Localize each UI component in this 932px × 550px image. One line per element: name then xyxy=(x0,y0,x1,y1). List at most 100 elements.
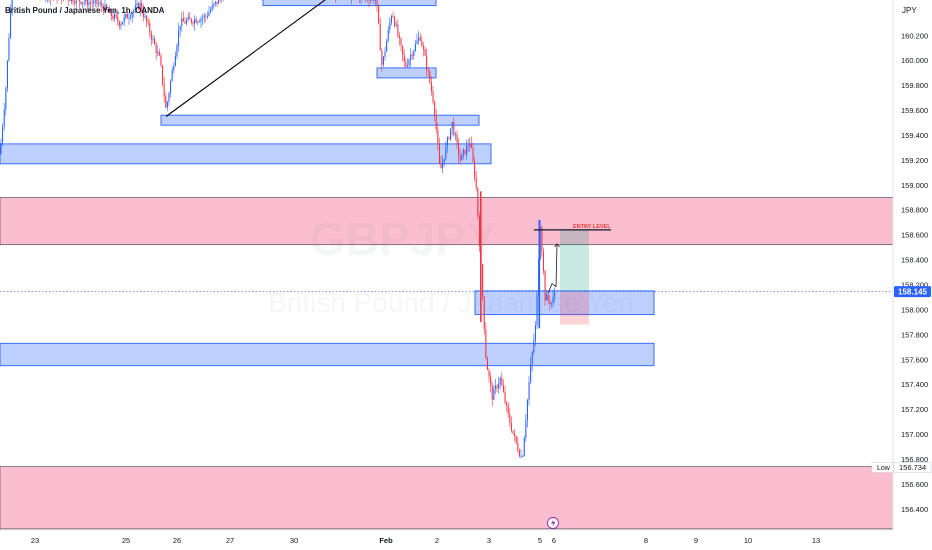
level-box[interactable] xyxy=(474,290,655,316)
candle-body xyxy=(416,40,418,44)
candle-body xyxy=(413,50,415,56)
candle-body xyxy=(520,456,522,458)
time-tick-label: 25 xyxy=(122,536,130,545)
candle-body xyxy=(163,84,165,97)
time-tick-label: 27 xyxy=(226,536,234,545)
supply-demand-zone[interactable] xyxy=(0,466,894,530)
candle-body xyxy=(178,30,180,46)
level-box[interactable] xyxy=(0,342,655,367)
candle-body xyxy=(213,3,215,6)
candle-body xyxy=(538,219,541,329)
candle-body xyxy=(507,405,509,414)
candle-body xyxy=(166,101,168,108)
candle-body xyxy=(174,56,176,66)
candle-body xyxy=(102,6,104,12)
candle-body xyxy=(408,59,410,66)
candle-body xyxy=(106,4,108,9)
price-tick-label: 157.400 xyxy=(901,380,928,389)
event-marker[interactable] xyxy=(547,517,559,529)
plot-area[interactable] xyxy=(0,0,893,530)
candle-body xyxy=(504,391,506,403)
price-tick-label: 159.200 xyxy=(901,156,928,165)
candle-body xyxy=(149,23,151,34)
candle-body xyxy=(523,437,525,457)
price-tick-label: 157.000 xyxy=(901,430,928,439)
candle-body xyxy=(530,364,532,383)
time-ticks: 23 25 26 27 30 Feb 2 3 5 6 8 9 10 13 xyxy=(31,536,820,545)
candle-body xyxy=(552,296,554,303)
candle-body xyxy=(171,70,173,81)
level-box[interactable] xyxy=(262,0,437,7)
loss-zone[interactable] xyxy=(560,291,589,325)
candle-body xyxy=(202,17,204,19)
candle-body xyxy=(445,146,447,159)
candle-body xyxy=(386,41,388,52)
candle-body xyxy=(374,0,376,1)
trend-line[interactable] xyxy=(165,0,336,117)
level-box[interactable] xyxy=(0,143,492,165)
candle-body xyxy=(114,14,116,19)
candle-body xyxy=(429,71,431,83)
level-box[interactable] xyxy=(160,114,480,126)
time-axis[interactable] xyxy=(0,530,893,550)
price-tick-label: 158.200 xyxy=(901,281,928,290)
candle-body xyxy=(117,16,119,22)
time-tick-label: 6 xyxy=(552,536,556,545)
price-ticks: 160.200 160.000 159.800 159.600 159.400 159.2… xyxy=(901,31,928,513)
candle-body xyxy=(379,23,381,51)
candle-body xyxy=(554,292,556,297)
candle-body xyxy=(483,296,485,330)
candle-body xyxy=(474,161,476,178)
candle-body xyxy=(518,450,520,457)
time-tick-label: 13 xyxy=(812,536,820,545)
candle-body xyxy=(387,29,389,41)
candle-body xyxy=(397,24,399,36)
candle-body xyxy=(440,163,442,169)
candle-body xyxy=(144,15,146,17)
level-box[interactable] xyxy=(376,67,437,79)
candle-body xyxy=(430,82,432,92)
candle-body xyxy=(181,18,183,26)
candle-body xyxy=(133,10,135,13)
candle-body xyxy=(475,177,477,188)
candle-body xyxy=(141,3,143,12)
profit-zone[interactable] xyxy=(560,229,589,292)
candle-body xyxy=(90,2,92,3)
candle-body xyxy=(109,9,111,12)
candle-body xyxy=(382,56,384,65)
candle-body xyxy=(466,145,468,155)
candle-body xyxy=(110,9,112,16)
candle-body xyxy=(498,383,500,389)
candle-body xyxy=(472,147,474,162)
candle-body xyxy=(82,2,84,4)
price-axis[interactable] xyxy=(893,0,932,550)
price-tick-label: 157.800 xyxy=(901,330,928,339)
candle-body xyxy=(5,88,7,110)
position-tool[interactable] xyxy=(560,229,589,325)
candle-body xyxy=(214,1,216,4)
candle-body xyxy=(218,0,220,4)
candle-body xyxy=(410,54,412,60)
candle-body xyxy=(490,376,492,386)
candle-body xyxy=(134,5,136,11)
candle-body xyxy=(157,52,159,53)
candle-body xyxy=(550,303,552,305)
price-tick-label: 157.200 xyxy=(901,405,928,414)
watermark-symbol: GBPJPY xyxy=(310,213,497,265)
price-tick-label: 160.200 xyxy=(901,31,928,40)
candle-body xyxy=(510,423,512,431)
candle-body xyxy=(421,40,423,47)
candle-body xyxy=(152,38,154,40)
candle-body xyxy=(414,43,416,51)
candle-body xyxy=(160,55,162,66)
candle-body xyxy=(462,149,464,154)
price-tick-label: 156.800 xyxy=(901,455,928,464)
candle-body xyxy=(70,0,72,2)
candle-body xyxy=(210,9,212,13)
candle-body xyxy=(170,81,172,94)
candle-body xyxy=(168,93,170,102)
price-tick-label: 158.000 xyxy=(901,305,928,314)
candle-body xyxy=(147,22,149,24)
supply-demand-zone[interactable] xyxy=(0,197,894,246)
